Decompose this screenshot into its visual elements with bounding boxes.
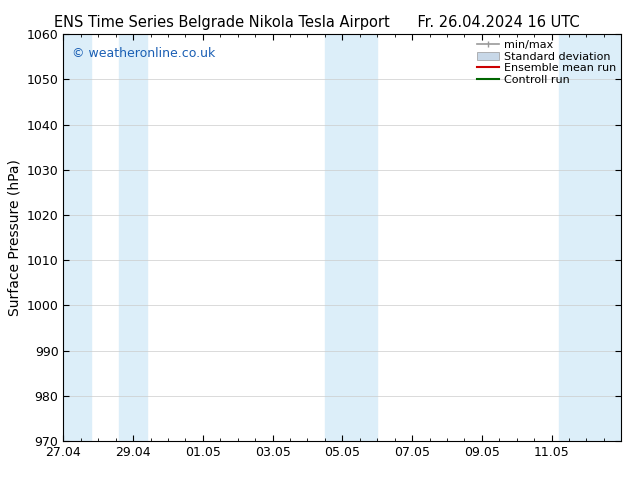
Bar xyxy=(119,34,147,441)
Bar xyxy=(325,34,377,441)
Y-axis label: Surface Pressure (hPa): Surface Pressure (hPa) xyxy=(7,159,21,316)
Bar xyxy=(63,34,91,441)
Legend: min/max, Standard deviation, Ensemble mean run, Controll run: min/max, Standard deviation, Ensemble me… xyxy=(475,38,618,87)
Text: ENS Time Series Belgrade Nikola Tesla Airport      Fr. 26.04.2024 16 UTC: ENS Time Series Belgrade Nikola Tesla Ai… xyxy=(54,15,580,30)
Text: © weatheronline.co.uk: © weatheronline.co.uk xyxy=(72,47,215,59)
Bar xyxy=(559,34,621,441)
